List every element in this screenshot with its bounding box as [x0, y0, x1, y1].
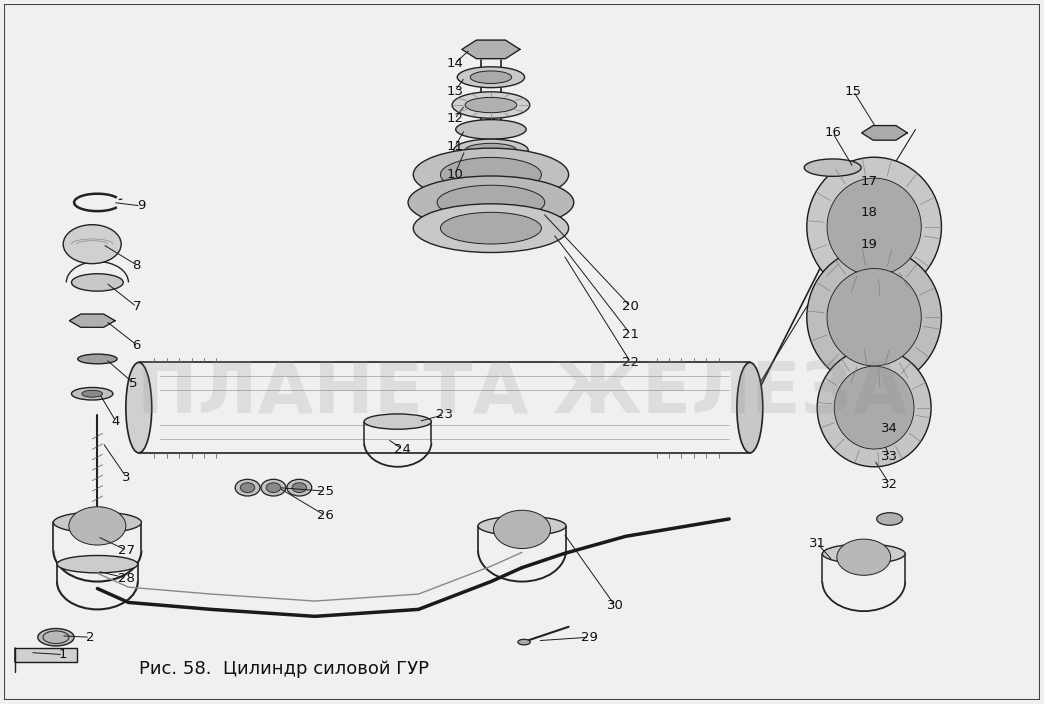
Circle shape	[261, 479, 286, 496]
Text: Рис. 58.  Цилиндр силовой ГУР: Рис. 58. Цилиндр силовой ГУР	[139, 660, 429, 677]
Ellipse shape	[807, 157, 942, 296]
Ellipse shape	[465, 97, 517, 113]
Ellipse shape	[437, 185, 545, 220]
Ellipse shape	[470, 71, 512, 84]
Ellipse shape	[837, 539, 891, 575]
Ellipse shape	[408, 176, 574, 229]
Ellipse shape	[478, 516, 566, 536]
Ellipse shape	[877, 513, 903, 525]
Text: 30: 30	[607, 599, 623, 612]
Ellipse shape	[817, 348, 931, 467]
Circle shape	[292, 483, 307, 493]
Text: 34: 34	[881, 422, 898, 435]
Ellipse shape	[53, 512, 141, 533]
Text: 8: 8	[133, 258, 141, 272]
Circle shape	[266, 483, 281, 493]
Text: 7: 7	[133, 301, 141, 313]
Text: 6: 6	[133, 339, 141, 351]
Text: 15: 15	[845, 84, 862, 98]
Text: 11: 11	[446, 140, 464, 153]
Text: 28: 28	[118, 572, 135, 584]
Text: 19: 19	[860, 238, 877, 251]
Ellipse shape	[804, 159, 861, 176]
Bar	[15, 648, 76, 662]
Circle shape	[240, 483, 255, 493]
Text: 12: 12	[446, 113, 464, 125]
Text: 9: 9	[137, 199, 145, 213]
Ellipse shape	[737, 363, 763, 453]
Ellipse shape	[834, 366, 914, 449]
Text: 23: 23	[435, 408, 453, 421]
Ellipse shape	[807, 248, 942, 386]
Ellipse shape	[57, 555, 138, 573]
Ellipse shape	[71, 274, 123, 291]
Text: 22: 22	[622, 356, 639, 369]
Polygon shape	[69, 314, 115, 327]
Text: 14: 14	[446, 57, 464, 70]
Ellipse shape	[494, 510, 550, 548]
Text: 3: 3	[122, 471, 130, 484]
Text: 26: 26	[316, 509, 334, 522]
Circle shape	[287, 479, 312, 496]
Text: 17: 17	[860, 175, 877, 188]
Text: 24: 24	[395, 443, 411, 456]
Ellipse shape	[71, 387, 113, 400]
Ellipse shape	[454, 139, 528, 161]
Ellipse shape	[364, 414, 431, 429]
Text: 21: 21	[622, 328, 639, 341]
Text: 33: 33	[881, 450, 898, 463]
Text: 20: 20	[622, 301, 639, 313]
Text: 5: 5	[129, 377, 138, 390]
Polygon shape	[461, 40, 520, 58]
Text: 10: 10	[446, 168, 464, 181]
Ellipse shape	[413, 204, 569, 253]
Circle shape	[235, 479, 260, 496]
Ellipse shape	[518, 639, 530, 645]
Ellipse shape	[81, 390, 102, 397]
Ellipse shape	[452, 92, 529, 118]
Ellipse shape	[827, 178, 921, 275]
Ellipse shape	[77, 354, 117, 364]
Ellipse shape	[126, 363, 151, 453]
Text: 29: 29	[580, 631, 598, 643]
Ellipse shape	[823, 544, 905, 563]
Ellipse shape	[441, 213, 542, 244]
Ellipse shape	[456, 120, 526, 139]
Text: 4: 4	[112, 415, 120, 428]
Ellipse shape	[38, 629, 74, 646]
Text: 13: 13	[446, 84, 464, 98]
Text: 25: 25	[316, 484, 334, 498]
Ellipse shape	[465, 144, 517, 157]
Text: 2: 2	[86, 631, 94, 643]
Text: 1: 1	[58, 648, 68, 661]
Text: 32: 32	[881, 478, 898, 491]
Circle shape	[64, 225, 121, 264]
Text: 27: 27	[118, 543, 135, 557]
Ellipse shape	[457, 67, 524, 87]
Text: 18: 18	[860, 206, 877, 220]
Ellipse shape	[441, 158, 542, 191]
Text: 31: 31	[809, 537, 826, 550]
Text: 16: 16	[825, 126, 841, 139]
Ellipse shape	[69, 507, 126, 545]
Text: ПЛАНЕТА ЖЕЛЕЗА: ПЛАНЕТА ЖЕЛЕЗА	[137, 359, 907, 428]
Polygon shape	[861, 125, 907, 140]
Ellipse shape	[413, 148, 569, 201]
Ellipse shape	[827, 268, 921, 366]
